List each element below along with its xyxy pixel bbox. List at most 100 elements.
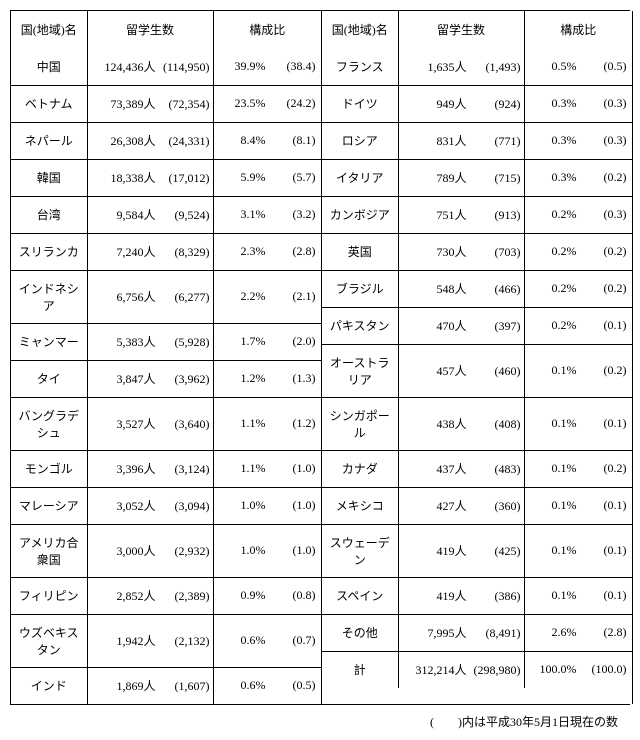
ratio-prev: (0.1) — [577, 588, 627, 603]
ratio-value: 3.1% — [218, 207, 266, 222]
ratio-cell: 0.3%(0.2) — [524, 159, 632, 196]
table-left: 国(地域)名 留学生数 構成比 中国124,436人(114,950)39.9%… — [11, 11, 322, 704]
ratio-value: 0.1% — [529, 416, 577, 431]
count-cell: 427人(360) — [398, 487, 524, 524]
ratio-prev: (2.8) — [577, 625, 627, 640]
ratio-prev: (1.2) — [266, 416, 316, 431]
count-prev: (17,012) — [156, 171, 210, 186]
table-row: フランス 1,635人(1,493)0.5%(0.5) — [322, 48, 632, 85]
ratio-value: 0.2% — [529, 244, 577, 259]
count-prev: (425) — [467, 544, 521, 559]
count-cell: 548人(466) — [398, 270, 524, 307]
ratio-cell: 0.1%(0.2) — [524, 450, 632, 487]
ratio-cell: 0.2%(0.2) — [524, 233, 632, 270]
ratio-cell: 0.3%(0.3) — [524, 122, 632, 159]
ratio-value: 0.5% — [529, 59, 577, 74]
table-row: タイ3,847人(3,962)1.2%(1.3) — [11, 360, 321, 397]
count-cell: 7,995人(8,491) — [398, 614, 524, 651]
students-table-left: 国(地域)名 留学生数 構成比 中国124,436人(114,950)39.9%… — [11, 11, 321, 704]
count-cell: 751人(913) — [398, 196, 524, 233]
count-prev: (408) — [467, 417, 521, 432]
ratio-prev: (0.1) — [577, 416, 627, 431]
ratio-cell: 5.9%(5.7) — [213, 159, 321, 196]
ratio-value: 0.2% — [529, 281, 577, 296]
count-cell: 7,240人(8,329) — [87, 233, 213, 270]
footnote: ( )内は平成30年5月1日現在の数 — [10, 705, 630, 730]
country-cell: 台湾 — [11, 196, 87, 233]
ratio-value: 1.2% — [218, 371, 266, 386]
count-value: 26,308人 — [94, 132, 156, 149]
count-prev: (1,493) — [467, 60, 521, 75]
count-prev: (24,331) — [156, 134, 210, 149]
country-cell: ドイツ — [322, 85, 398, 122]
ratio-cell: 0.6%(0.7) — [213, 614, 321, 667]
table-row: マレーシア3,052人(3,094)1.0%(1.0) — [11, 487, 321, 524]
country-cell: モンゴル — [11, 450, 87, 487]
table-row: 韓国18,338人(17,012)5.9%(5.7) — [11, 159, 321, 196]
header-country: 国(地域)名 — [11, 11, 87, 48]
table-row: ベトナム73,389人(72,354)23.5%(24.2) — [11, 85, 321, 122]
ratio-prev: (24.2) — [266, 96, 316, 111]
ratio-prev: (100.0) — [577, 662, 627, 677]
ratio-cell: 100.0%(100.0) — [524, 651, 632, 688]
ratio-prev: (38.4) — [266, 59, 316, 74]
ratio-value: 1.0% — [218, 498, 266, 513]
count-cell: 3,396人(3,124) — [87, 450, 213, 487]
count-prev: (3,640) — [156, 417, 210, 432]
count-cell: 470人(397) — [398, 307, 524, 344]
ratio-cell: 2.6%(2.8) — [524, 614, 632, 651]
count-prev: (924) — [467, 97, 521, 112]
count-prev: (8,491) — [467, 626, 521, 641]
ratio-value: 1.1% — [218, 416, 266, 431]
count-prev: (9,524) — [156, 208, 210, 223]
count-value: 6,756人 — [94, 288, 156, 305]
ratio-value: 1.0% — [218, 543, 266, 558]
country-cell: ベトナム — [11, 85, 87, 122]
count-value: 419人 — [405, 542, 467, 559]
country-cell: インド — [11, 667, 87, 704]
count-value: 1,635人 — [405, 58, 467, 75]
ratio-value: 39.9% — [218, 59, 266, 74]
ratio-value: 0.3% — [529, 170, 577, 185]
ratio-cell: 0.9%(0.8) — [213, 577, 321, 614]
ratio-value: 1.7% — [218, 334, 266, 349]
count-cell: 1,942人(2,132) — [87, 614, 213, 667]
country-cell: バングラデシュ — [11, 397, 87, 450]
count-cell: 73,389人(72,354) — [87, 85, 213, 122]
ratio-prev: (0.3) — [577, 96, 627, 111]
country-cell: その他 — [322, 614, 398, 651]
count-prev: (397) — [467, 319, 521, 334]
count-prev: (5,928) — [156, 335, 210, 350]
count-value: 457人 — [405, 362, 467, 379]
count-value: 1,869人 — [94, 677, 156, 694]
header-row: 国(地域)名 留学生数 構成比 — [322, 11, 632, 48]
ratio-prev: (0.8) — [266, 588, 316, 603]
ratio-prev: (0.5) — [266, 678, 316, 693]
ratio-prev: (2.1) — [266, 289, 316, 304]
ratio-value: 0.3% — [529, 133, 577, 148]
country-cell: メキシコ — [322, 487, 398, 524]
ratio-cell: 0.5%(0.5) — [524, 48, 632, 85]
country-cell: シンガポール — [322, 397, 398, 450]
table-row: カンボジア751人(913)0.2%(0.3) — [322, 196, 632, 233]
country-cell: フランス — [322, 48, 398, 85]
country-cell: カンボジア — [322, 196, 398, 233]
table-row: スリランカ7,240人(8,329)2.3%(2.8) — [11, 233, 321, 270]
count-value: 427人 — [405, 497, 467, 514]
country-cell: マレーシア — [11, 487, 87, 524]
ratio-cell: 0.1%(0.1) — [524, 397, 632, 450]
ratio-value: 0.1% — [529, 588, 577, 603]
header-row: 国(地域)名 留学生数 構成比 — [11, 11, 321, 48]
count-cell: 3,847人(3,962) — [87, 360, 213, 397]
ratio-cell: 1.1%(1.2) — [213, 397, 321, 450]
count-cell: 2,852人(2,389) — [87, 577, 213, 614]
table-row: パキスタン470人(397)0.2%(0.1) — [322, 307, 632, 344]
count-prev: (913) — [467, 208, 521, 223]
ratio-prev: (0.2) — [577, 363, 627, 378]
table-row: インド1,869人(1,607)0.6%(0.5) — [11, 667, 321, 704]
ratio-prev: (0.2) — [577, 170, 627, 185]
count-cell: 3,052人(3,094) — [87, 487, 213, 524]
ratio-value: 2.6% — [529, 625, 577, 640]
header-country: 国(地域)名 — [322, 11, 398, 48]
ratio-value: 8.4% — [218, 133, 266, 148]
